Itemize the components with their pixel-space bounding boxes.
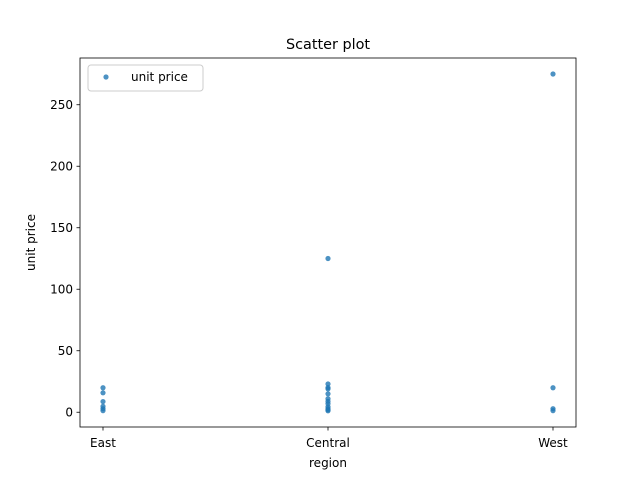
y-tick-label: 200 <box>50 160 73 174</box>
legend-label: unit price <box>131 70 188 84</box>
data-point <box>100 403 106 409</box>
x-tick-label: West <box>538 436 568 450</box>
data-point <box>325 381 331 387</box>
data-point <box>100 385 106 391</box>
x-tick-label: East <box>90 436 116 450</box>
y-tick-label: 150 <box>50 221 73 235</box>
y-axis-label: unit price <box>24 214 38 271</box>
data-point <box>325 255 331 262</box>
legend: unit price <box>87 64 204 92</box>
chart-title: Scatter plot <box>286 37 370 53</box>
y-tick-label: 0 <box>65 406 73 420</box>
data-point <box>100 398 106 405</box>
data-point <box>325 385 331 391</box>
data-point <box>550 406 556 412</box>
x-tick-label: Central <box>306 436 350 450</box>
data-point <box>325 391 331 397</box>
plot-frame <box>79 57 577 428</box>
data-point <box>550 71 556 77</box>
data-point <box>100 390 106 396</box>
legend-marker <box>103 74 109 80</box>
x-axis-ticks: East Central West <box>90 427 568 450</box>
y-axis-ticks: 0 50 100 150 200 250 <box>50 98 80 420</box>
data-points <box>100 71 556 414</box>
y-tick-label: 50 <box>58 344 73 358</box>
data-point <box>325 396 331 402</box>
x-axis-label: region <box>309 456 347 470</box>
legend-box <box>87 64 204 92</box>
y-tick-label: 250 <box>50 98 73 112</box>
data-point <box>550 385 556 391</box>
y-tick-label: 100 <box>50 283 73 297</box>
